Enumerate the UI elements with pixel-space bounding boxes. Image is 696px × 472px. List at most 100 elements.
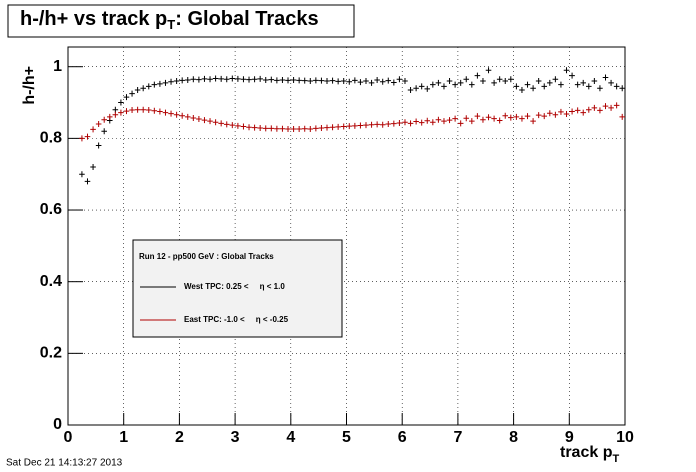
data-point [374,76,380,83]
data-point [535,78,542,85]
data-point [346,123,353,130]
data-point [391,120,397,127]
data-point [318,77,325,84]
plot-area: 0 1 2 3 4 5 6 7 8 9 10 0 0.2 0.4 0.6 0.8 1 [40,46,634,446]
data-point [586,106,592,113]
data-point [290,76,297,83]
data-point [129,90,135,97]
data-point [435,116,442,123]
data-point [179,112,185,119]
series [79,102,625,142]
title-subscript: T [167,17,175,32]
series [79,67,625,185]
data-point [441,83,447,90]
data-point [435,79,442,86]
data-point [563,111,570,118]
data-point [324,124,330,131]
data-point [524,81,531,88]
data-point [519,86,525,93]
data-point [240,123,247,130]
data-point [457,79,464,86]
data-point [413,85,419,92]
data-point [519,115,525,122]
data-point [157,80,163,87]
data-point [279,125,286,132]
data-point [162,109,169,116]
data-point [318,124,325,131]
data-point [491,79,497,86]
data-point [118,99,124,106]
data-point [140,106,146,113]
data-point [229,122,236,129]
data-point [235,122,241,129]
legend-label: West TPC: 0.25 < η < 1.0 [184,282,285,291]
data-point [218,120,224,127]
x-tick-label: 10 [616,429,634,446]
y-tick-label: 0.8 [40,130,62,147]
data-point [385,77,392,84]
data-point [379,121,386,128]
data-point [340,123,347,130]
legend: Run 12 - pp500 GeV : Global Tracks West … [132,239,343,338]
y-tick-label: 0.2 [40,345,62,362]
data-point [513,83,520,90]
data-point [591,78,598,85]
data-point [251,124,258,131]
data-point [151,81,158,88]
data-point [569,108,575,115]
data-point [418,83,425,90]
data-point [134,106,141,113]
y-tick-label: 0.4 [40,273,62,290]
data-point [469,81,475,88]
data-point [95,121,102,128]
data-point [79,135,85,142]
data-point [307,78,314,85]
data-point [79,171,85,178]
data-point [112,106,119,113]
data-point [201,75,208,82]
data-point [508,114,514,121]
data-point [446,78,453,85]
data-point [547,110,553,117]
data-point [173,111,180,118]
legend-title: Run 12 - pp500 GeV : Global Tracks [139,252,274,261]
x-tick-label: 8 [509,429,518,446]
data-point [452,115,458,122]
data-point [274,77,280,84]
data-point [558,81,564,88]
data-point [123,94,130,101]
data-point [407,86,414,93]
data-point [324,78,330,85]
data-point [307,126,314,133]
data-point [480,116,486,123]
x-tick-label: 1 [119,429,128,446]
data-point [268,76,275,83]
data-point [134,86,141,93]
data-point [368,121,375,128]
x-tick-label: 0 [64,429,73,446]
data-point [391,79,397,86]
data-point [101,128,107,135]
data-point [485,67,492,74]
data-point [502,78,509,85]
data-point [385,121,392,128]
data-point [145,107,152,114]
title-box [7,4,355,38]
data-point [168,78,174,85]
data-point [262,76,269,83]
x-tick-label: 3 [231,429,240,446]
data-point [90,164,96,171]
data-point [446,117,453,124]
data-point [541,83,548,90]
data-point [508,76,514,83]
data-point [335,123,341,130]
data-point [524,113,531,120]
timestamp: Sat Dec 21 14:13:27 2013 [6,458,123,469]
data-point [179,77,185,84]
data-point [229,75,236,82]
data-point [246,124,252,131]
data-point [262,125,269,132]
data-point [329,77,336,84]
data-point [184,76,191,83]
data-point [84,133,91,140]
